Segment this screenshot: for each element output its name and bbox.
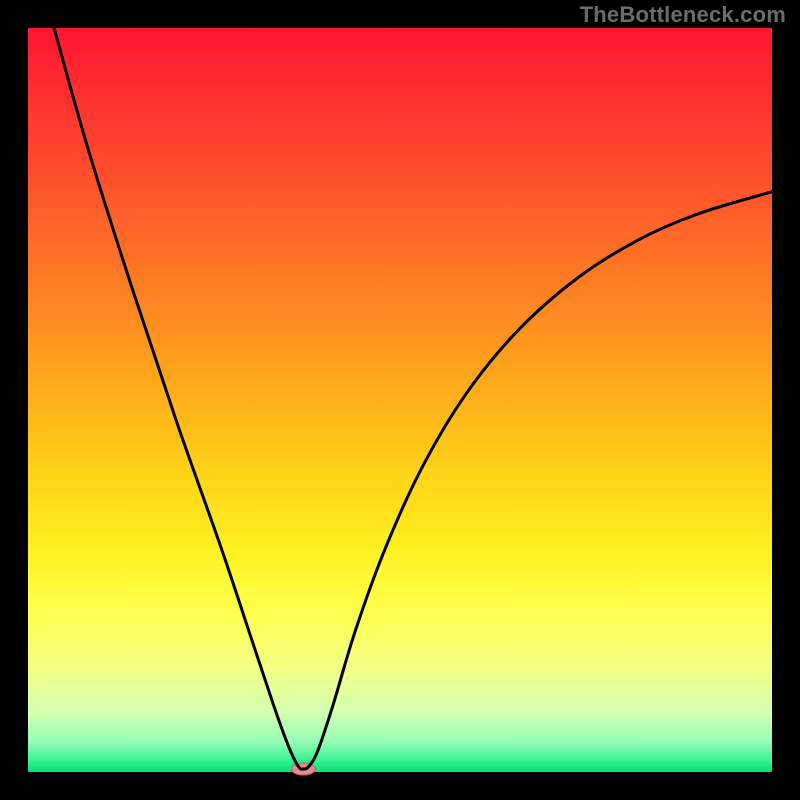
plot-area bbox=[28, 28, 772, 772]
chart-svg bbox=[0, 0, 800, 800]
chart-container: TheBottleneck.com bbox=[0, 0, 800, 800]
watermark-text: TheBottleneck.com bbox=[580, 2, 786, 28]
